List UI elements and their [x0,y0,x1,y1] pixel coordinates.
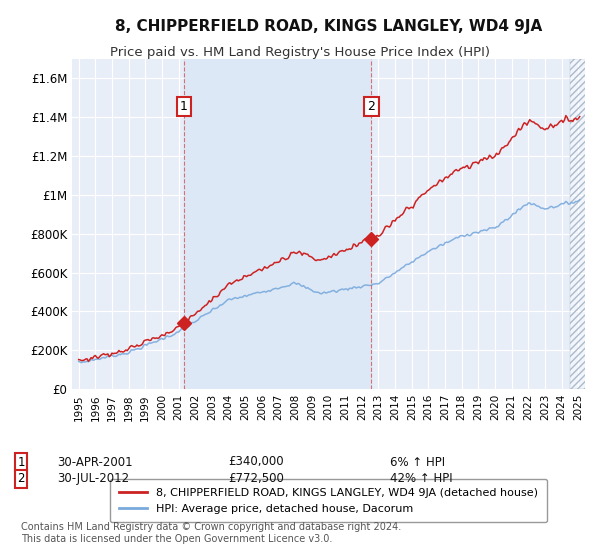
Text: 30-JUL-2012: 30-JUL-2012 [57,472,129,486]
Text: 2: 2 [368,100,376,113]
Legend: 8, CHIPPERFIELD ROAD, KINGS LANGLEY, WD4 9JA (detached house), HPI: Average pric: 8, CHIPPERFIELD ROAD, KINGS LANGLEY, WD4… [110,479,547,522]
Text: 6% ↑ HPI: 6% ↑ HPI [390,455,445,469]
Text: 2: 2 [17,472,25,486]
Text: Price paid vs. HM Land Registry's House Price Index (HPI): Price paid vs. HM Land Registry's House … [110,46,490,59]
Bar [184,59,371,389]
Text: Contains HM Land Registry data © Crown copyright and database right 2024.
This d: Contains HM Land Registry data © Crown c… [21,522,401,544]
Text: 1: 1 [180,100,188,113]
Text: £772,500: £772,500 [228,472,284,486]
Text: 1: 1 [17,455,25,469]
Text: £340,000: £340,000 [228,455,284,469]
Text: 30-APR-2001: 30-APR-2001 [57,455,133,469]
Text: 42% ↑ HPI: 42% ↑ HPI [390,472,452,486]
Title: 8, CHIPPERFIELD ROAD, KINGS LANGLEY, WD4 9JA: 8, CHIPPERFIELD ROAD, KINGS LANGLEY, WD4… [115,19,542,34]
